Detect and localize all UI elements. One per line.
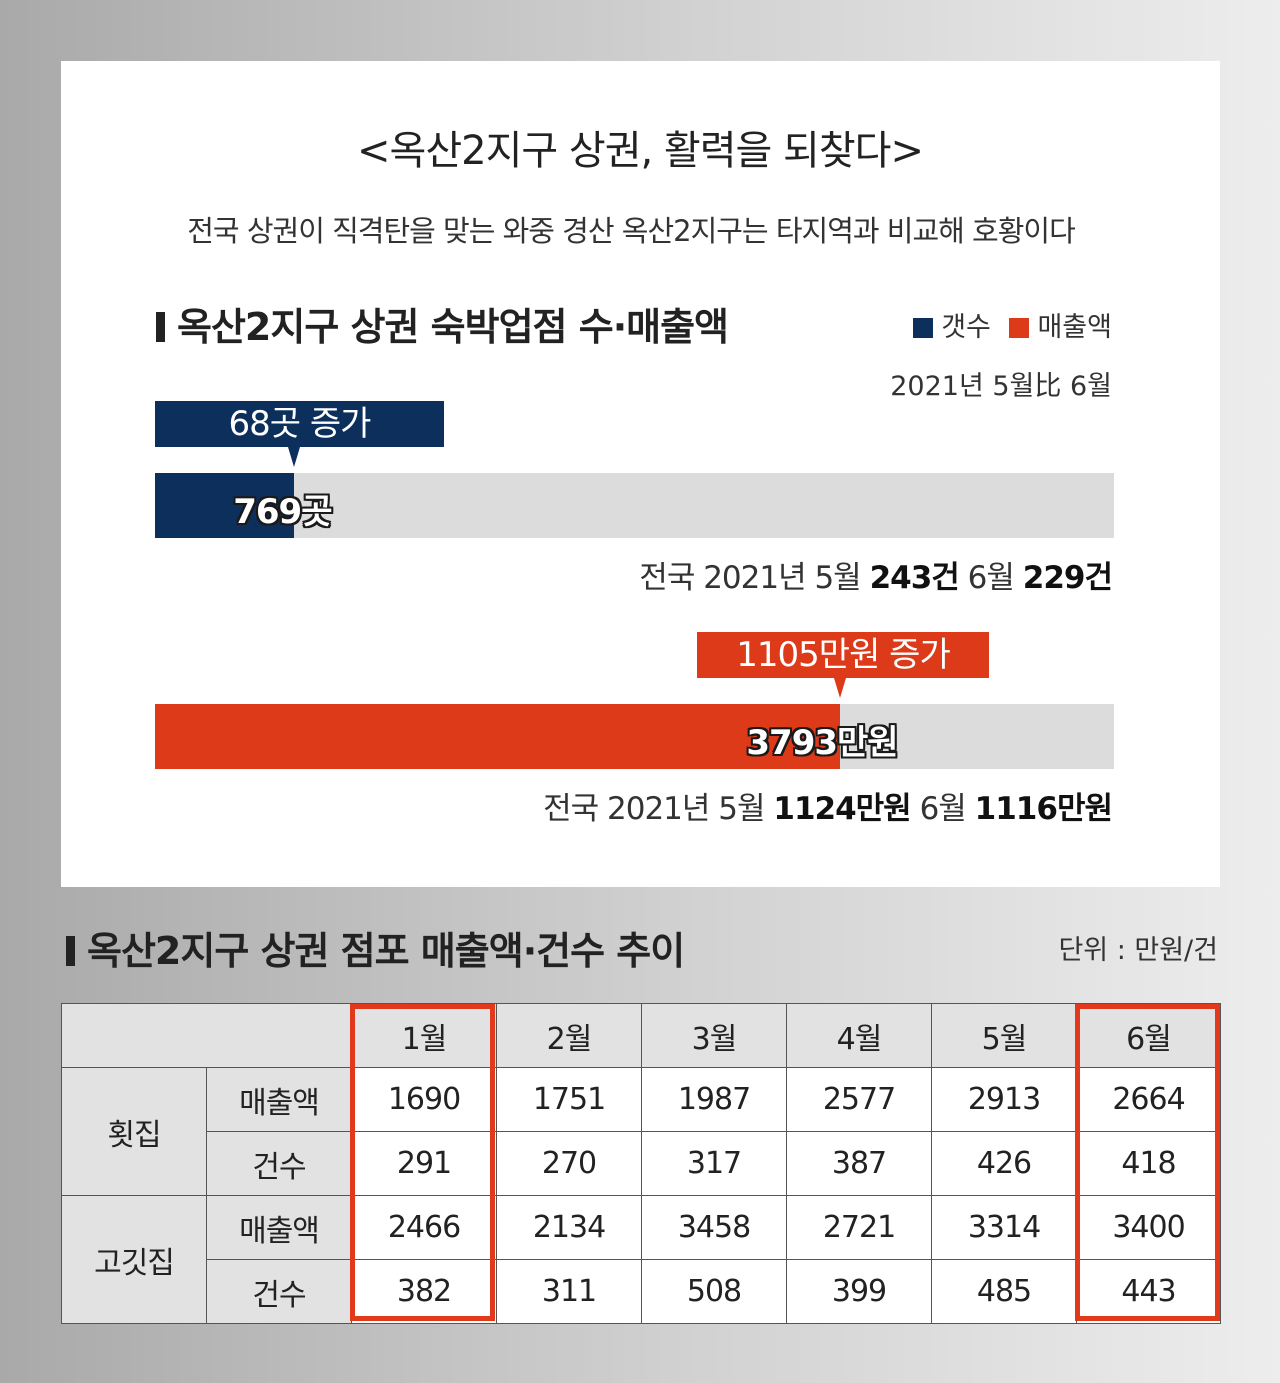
sales-bar-fill: [155, 704, 840, 769]
table-cell: 3314: [931, 1195, 1077, 1260]
legend-label-sales: 매출액: [1037, 312, 1112, 343]
table-cell: 1987: [641, 1067, 787, 1132]
table-cell: 418: [1076, 1131, 1221, 1196]
table-row: 건수 382 311 508 399 485 443: [62, 1259, 1221, 1324]
national-count-mid: 6월: [967, 560, 1015, 596]
national-sales-prefix: 전국 2021년 5월: [543, 791, 765, 827]
table-corner-cell: [61, 1003, 352, 1068]
group-label: 횟집: [61, 1067, 207, 1196]
table-cell: 426: [931, 1131, 1077, 1196]
count-change-callout: 68곳 증가: [155, 401, 444, 447]
table-cell: 291: [351, 1131, 497, 1196]
metric-label: 매출액: [206, 1067, 352, 1132]
table-cell: 382: [351, 1259, 497, 1324]
table-header-row: 1월 2월 3월 4월 5월 6월: [61, 1003, 1221, 1068]
section2-title: 옥산2지구 상권 점포 매출액·건수 추이: [66, 920, 685, 975]
count-value-label: 769곳: [233, 492, 332, 532]
period-label: 2021년 5월比 6월: [890, 371, 1112, 402]
table-cell: 270: [496, 1131, 642, 1196]
month-header: 1월: [351, 1003, 497, 1068]
section-marker: [156, 312, 165, 342]
table-cell: 1690: [351, 1067, 497, 1132]
section1-title: 옥산2지구 상권 숙박업점 수·매출액: [156, 296, 729, 351]
table-cell: 443: [1076, 1259, 1221, 1324]
page-subtitle: 전국 상권이 직격탄을 맞는 와중 경산 옥산2지구는 타지역과 비교해 호황이…: [187, 214, 1076, 248]
metric-label: 건수: [206, 1131, 352, 1196]
group-label: 고깃집: [61, 1195, 207, 1324]
unit-label: 단위 : 만원/건: [1058, 935, 1218, 966]
table-cell: 3458: [641, 1195, 787, 1260]
table-cell: 1751: [496, 1067, 642, 1132]
count-callout-pointer: [288, 447, 300, 467]
table-cell: 2913: [931, 1067, 1077, 1132]
sales-change-callout: 1105만원 증가: [697, 632, 989, 678]
national-sales-note: 전국 2021년 5월 1124만원 6월 1116만원: [543, 783, 1113, 828]
sales-bar-track: [155, 704, 1114, 769]
national-sales-june: 1116만원: [974, 791, 1113, 827]
table-row: 횟집 매출액 1690 1751 1987 2577 2913 2664: [61, 1067, 1221, 1196]
table-cell: 399: [786, 1259, 932, 1324]
legend-label-count: 갯수: [941, 312, 991, 343]
table-cell: 2664: [1076, 1067, 1221, 1132]
legend: 갯수 매출액: [895, 305, 1112, 344]
table-cell: 2577: [786, 1067, 932, 1132]
sales-table: 1월 2월 3월 4월 5월 6월 횟집 매출액 1690 1751 1987 …: [61, 1003, 1221, 1324]
table-cell: 485: [931, 1259, 1077, 1324]
national-sales-mid: 6월: [919, 791, 967, 827]
table-cell: 508: [641, 1259, 787, 1324]
month-header: 3월: [641, 1003, 787, 1068]
table-row: 건수 291 270 317 387 426 418: [62, 1131, 1221, 1196]
month-header: 4월: [786, 1003, 932, 1068]
count-bar-track: [155, 473, 1114, 538]
metric-label: 건수: [206, 1259, 352, 1324]
table-cell: 387: [786, 1131, 932, 1196]
legend-swatch-sales: [1009, 318, 1030, 338]
section1-title-text: 옥산2지구 상권 숙박업점 수·매출액: [177, 305, 729, 349]
national-count-note: 전국 2021년 5월 243건 6월 229건: [639, 552, 1113, 597]
table-cell: 2721: [786, 1195, 932, 1260]
section-marker: [66, 936, 75, 966]
national-count-june: 229건: [1022, 560, 1113, 596]
national-sales-may: 1124만원: [773, 791, 911, 827]
sales-value-label: 3793만원: [746, 723, 898, 763]
table-row: 고깃집 매출액 2466 2134 3458 2721 3314 3400: [61, 1195, 1221, 1324]
national-count-may: 243건: [869, 560, 960, 596]
table-cell: 2466: [351, 1195, 497, 1260]
metric-label: 매출액: [206, 1195, 352, 1260]
table-cell: 3400: [1076, 1195, 1221, 1260]
month-header: 5월: [931, 1003, 1077, 1068]
count-bar-fill: [155, 473, 294, 538]
month-header: 2월: [496, 1003, 642, 1068]
national-count-prefix: 전국 2021년 5월: [639, 560, 861, 596]
sales-callout-pointer: [834, 678, 846, 698]
page-title: <옥산2지구 상권, 활력을 되찾다>: [357, 128, 924, 174]
table-cell: 311: [496, 1259, 642, 1324]
legend-swatch-count: [913, 318, 934, 338]
table-cell: 317: [641, 1131, 787, 1196]
section2-title-text: 옥산2지구 상권 점포 매출액·건수 추이: [87, 929, 685, 973]
month-header: 6월: [1076, 1003, 1221, 1068]
table-cell: 2134: [496, 1195, 642, 1260]
